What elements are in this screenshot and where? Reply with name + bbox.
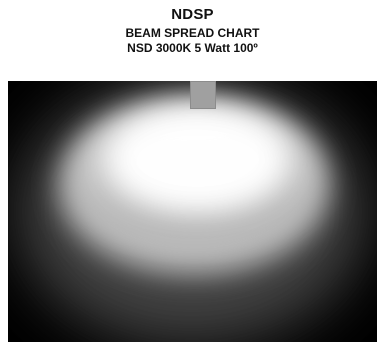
product-spec: NSD 3000K 5 Watt 100º (127, 41, 258, 55)
beam-hotspot (113, 116, 283, 206)
beam-spread-graphic (8, 81, 377, 342)
beam-spread-diagram (8, 81, 377, 342)
light-fixture (190, 81, 216, 109)
chart-subtitle: BEAM SPREAD CHART (125, 26, 260, 40)
page-title: NDSP (171, 6, 214, 23)
chart-header: NDSP BEAM SPREAD CHART NSD 3000K 5 Watt … (0, 6, 385, 56)
